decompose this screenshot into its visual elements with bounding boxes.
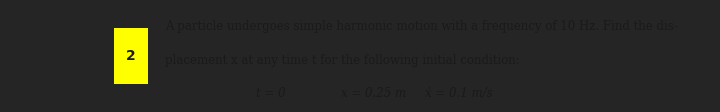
FancyBboxPatch shape: [114, 28, 148, 84]
Text: t = 0: t = 0: [256, 87, 285, 100]
Text: ẋ = 0.1 m/s: ẋ = 0.1 m/s: [425, 87, 492, 100]
Text: x = 0.25 m: x = 0.25 m: [341, 87, 405, 100]
Text: 2: 2: [126, 49, 135, 63]
Text: A particle undergoes simple harmonic motion with a frequency of 10 Hz. Find the : A particle undergoes simple harmonic mot…: [165, 20, 678, 33]
Text: placement x at any time t for the following initial condition:: placement x at any time t for the follow…: [165, 54, 520, 67]
